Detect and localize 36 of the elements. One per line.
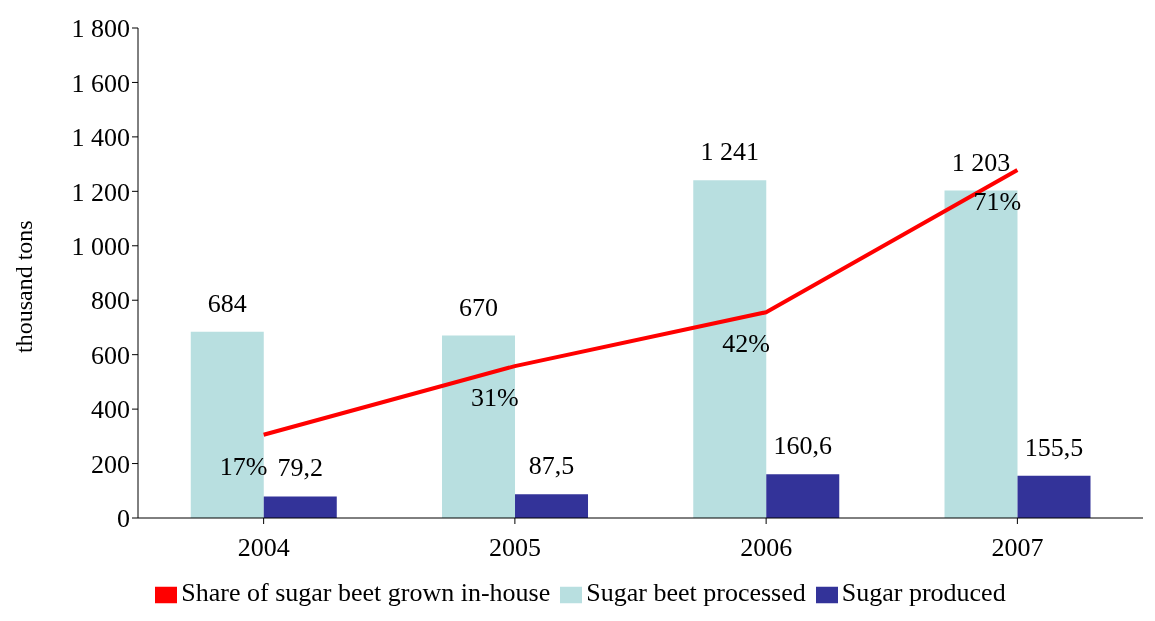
bar [263, 496, 337, 518]
y-tick-label: 600 [91, 340, 130, 370]
y-tick-label: 400 [91, 395, 130, 425]
data-label: 155,5 [1024, 432, 1084, 462]
data-label: 87,5 [528, 451, 575, 481]
data-label: 1 203 [951, 147, 1011, 177]
y-tick-label: 200 [91, 449, 130, 479]
bar [442, 335, 516, 518]
x-tick-label: 2004 [237, 533, 290, 563]
data-label: 670 [459, 292, 499, 322]
y-tick-label: 1 800 [71, 14, 130, 44]
data-label: 71% [973, 187, 1022, 217]
data-label: 1 241 [700, 137, 760, 167]
legend-label: Sugar beet processed [586, 578, 806, 607]
x-tick-label: 2006 [740, 533, 793, 563]
y-tick-label: 1 200 [71, 177, 130, 207]
y-tick-label: 1 600 [71, 68, 130, 98]
data-label: 42% [722, 329, 770, 359]
x-tick-label: 2007 [991, 533, 1044, 563]
bar [766, 474, 840, 518]
legend-label: Share of sugar beet grown in-house [181, 578, 551, 607]
y-tick-label: 800 [91, 286, 130, 316]
bar [1017, 475, 1091, 518]
data-label: 31% [471, 383, 519, 413]
y-tick-label: 1 400 [71, 123, 130, 153]
y-tick-label: 0 [117, 504, 130, 534]
legend-label: Sugar produced [841, 578, 1006, 607]
data-label: 17% [219, 451, 268, 481]
y-tick-label: 1 000 [71, 232, 130, 262]
y-axis-title: thousand tons [10, 220, 37, 353]
data-label: 79,2 [277, 453, 324, 483]
data-label: 160,6 [773, 431, 833, 461]
data-label: 684 [207, 288, 247, 318]
x-tick-label: 2005 [488, 533, 541, 563]
bar [515, 494, 589, 518]
bar [693, 180, 767, 518]
